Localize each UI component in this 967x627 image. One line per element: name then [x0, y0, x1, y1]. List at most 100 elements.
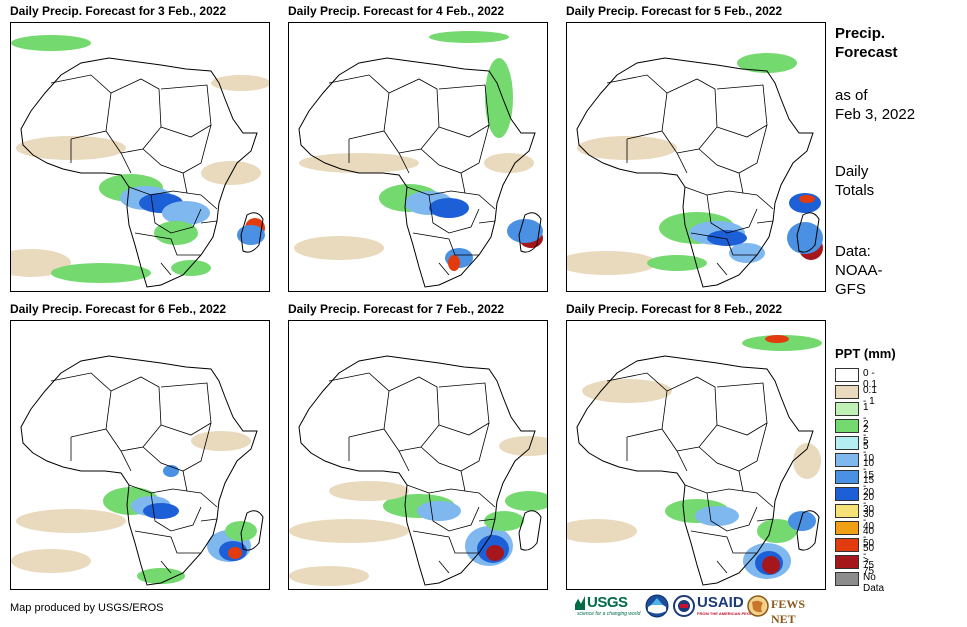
country-border — [706, 492, 758, 532]
noaa-seal-icon — [645, 594, 669, 618]
legend-label: 15 - 20 — [863, 470, 875, 503]
country-border — [716, 84, 768, 138]
precip-area — [485, 58, 513, 138]
country-border — [666, 376, 718, 452]
country-border — [406, 186, 496, 210]
country-border — [478, 220, 496, 224]
forecast-map — [10, 22, 270, 292]
panel-title: Daily Precip. Forecast for 6 Feb., 2022 — [10, 302, 227, 316]
legend-label: 30 - 40 — [863, 504, 875, 537]
country-border — [50, 372, 112, 438]
legend-label: 5 - 10 — [863, 436, 875, 469]
country-border — [388, 78, 440, 154]
country-border — [182, 172, 188, 194]
precip-area — [505, 491, 547, 511]
legend-swatch — [835, 419, 859, 433]
country-border — [738, 172, 744, 194]
precip-area — [742, 335, 822, 351]
precip-area — [299, 153, 419, 173]
madagascar-outline — [796, 510, 820, 551]
country-border — [428, 194, 480, 234]
legend-swatch — [835, 521, 859, 535]
precip-area — [171, 260, 211, 276]
country-border — [160, 560, 172, 574]
panel-title: Daily Precip. Forecast for 3 Feb., 2022 — [10, 4, 227, 18]
precip-area — [799, 195, 815, 203]
country-border — [105, 130, 132, 174]
precip-area — [154, 221, 198, 245]
totals-line: Daily — [835, 163, 869, 180]
data-source-line: NOAA- — [835, 262, 883, 279]
country-border — [428, 492, 480, 532]
precip-area — [191, 431, 251, 451]
precip-area — [484, 511, 524, 531]
legend-swatch — [835, 572, 859, 586]
country-border — [412, 530, 479, 554]
country-border — [716, 560, 728, 574]
country-border — [738, 470, 744, 492]
country-border — [716, 262, 728, 276]
precip-area — [707, 230, 747, 246]
forecast-panel-5: Daily Precip. Forecast for 7 Feb., 2022 — [288, 302, 550, 590]
country-border — [438, 84, 490, 138]
precip-area — [499, 436, 547, 456]
credit-text: Map produced by USGS/EROS — [10, 602, 164, 614]
precip-area — [11, 549, 91, 573]
country-border — [438, 382, 490, 436]
madagascar-outline — [240, 212, 264, 253]
country-border — [716, 382, 768, 436]
usgs-wave-icon — [575, 596, 585, 610]
legend-label: > 75 — [863, 555, 875, 577]
precip-area — [695, 506, 739, 526]
precip-area — [294, 236, 384, 260]
panel-title: Daily Precip. Forecast for 4 Feb., 2022 — [288, 4, 505, 18]
legend-swatch — [835, 436, 859, 450]
africa-outline — [576, 57, 814, 288]
panel-title: Daily Precip. Forecast for 8 Feb., 2022 — [566, 302, 783, 316]
legend-swatch — [835, 555, 859, 569]
africa-outline — [298, 57, 536, 288]
country-border — [160, 382, 212, 436]
forecast-panel-4: Daily Precip. Forecast for 6 Feb., 2022 — [10, 302, 272, 590]
africa-outline — [20, 355, 258, 586]
precip-area — [762, 556, 780, 574]
country-border — [150, 194, 202, 234]
data-source-line: GFS — [835, 281, 866, 298]
africa-outline — [576, 355, 814, 586]
legend-label: 10 - 15 — [863, 453, 875, 486]
country-border — [328, 74, 390, 140]
panel-title: Daily Precip. Forecast for 5 Feb., 2022 — [566, 4, 783, 18]
precip-area — [567, 519, 637, 543]
country-border — [128, 484, 218, 508]
country-border — [200, 518, 218, 522]
country-border — [706, 194, 758, 234]
madagascar-outline — [240, 510, 264, 551]
sidebar-totals: Daily Totals — [835, 162, 874, 200]
country-border — [383, 130, 410, 174]
country-border — [160, 84, 212, 138]
precip-area — [567, 251, 657, 275]
country-border — [200, 220, 218, 224]
country-border — [182, 470, 188, 492]
forecast-map — [566, 22, 826, 292]
country-border — [150, 492, 202, 532]
country-border — [684, 186, 774, 210]
precip-area — [289, 566, 369, 586]
country-border — [328, 372, 390, 438]
country-border — [134, 232, 201, 256]
asof-label: as of — [835, 87, 868, 104]
data-source-line: Data: — [835, 243, 871, 260]
precip-area — [429, 198, 469, 218]
forecast-map — [288, 320, 548, 590]
country-border — [478, 518, 496, 522]
country-border — [110, 376, 162, 452]
precip-area — [143, 503, 179, 519]
precip-area — [765, 335, 789, 343]
precip-area — [137, 568, 185, 584]
precip-area — [16, 509, 126, 533]
forecast-map — [10, 320, 270, 590]
precip-area — [429, 31, 509, 43]
asof-date: Feb 3, 2022 — [835, 106, 916, 123]
country-border — [460, 172, 466, 194]
country-border — [383, 428, 410, 472]
